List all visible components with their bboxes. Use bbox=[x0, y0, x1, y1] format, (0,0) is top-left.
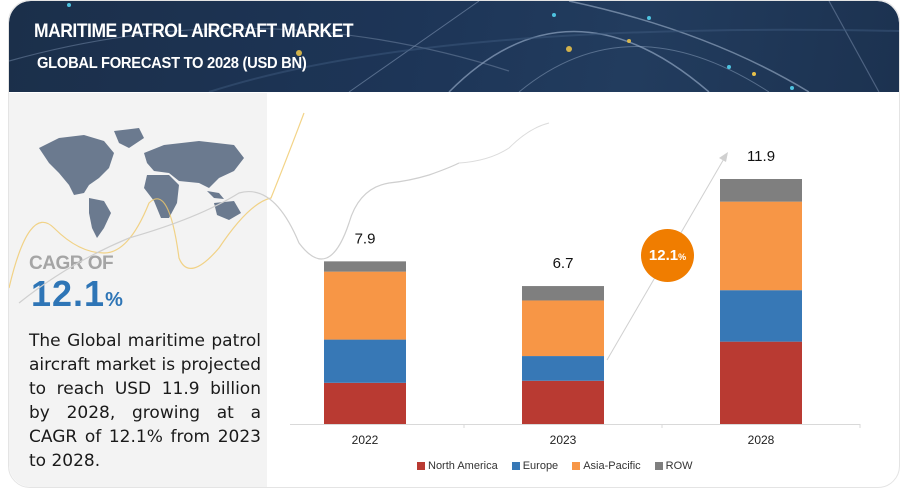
bar-row-2022 bbox=[324, 261, 406, 272]
bar-north-america-2028 bbox=[720, 341, 802, 424]
legend-item-row: ROW bbox=[654, 460, 693, 472]
legend-swatch bbox=[572, 462, 581, 470]
bar-north-america-2023 bbox=[522, 380, 604, 424]
header-banner: MARITIME PATROL AIRCRAFT MARKET GLOBAL F… bbox=[9, 1, 899, 92]
bar-row-2028 bbox=[720, 179, 802, 202]
bar-asia-pacific-2023 bbox=[522, 300, 604, 357]
bar-row-2023 bbox=[522, 286, 604, 301]
legend-item-asia-pacific: Asia-Pacific bbox=[572, 460, 641, 472]
legend-label: Asia-Pacific bbox=[583, 460, 641, 472]
page-subtitle: GLOBAL FORECAST TO 2028 (USD BN) bbox=[37, 55, 307, 72]
bar-asia-pacific-2028 bbox=[720, 201, 802, 291]
total-label-2022: 7.9 bbox=[355, 230, 376, 247]
legend-swatch bbox=[654, 462, 663, 470]
legend-swatch bbox=[417, 462, 425, 470]
bar-europe-2023 bbox=[522, 356, 604, 381]
bar-europe-2022 bbox=[324, 339, 406, 383]
total-label-2028: 11.9 bbox=[747, 148, 775, 165]
page-title: MARITIME PATROL AIRCRAFT MARKET bbox=[34, 21, 354, 42]
legend-item-north-america: North America bbox=[417, 460, 498, 472]
legend-label: North America bbox=[428, 460, 498, 472]
cagr-bubble-value: 12.1 bbox=[648, 247, 679, 264]
total-label-2023: 6.7 bbox=[553, 255, 574, 272]
legend-label: ROW bbox=[665, 460, 693, 472]
banner-decoration bbox=[9, 1, 899, 92]
legend-swatch bbox=[511, 462, 520, 470]
chart-legend: North America Europe Asia-Pacific ROW bbox=[417, 460, 693, 472]
x-tick-label-2023: 2023 bbox=[550, 433, 577, 447]
bar-north-america-2022 bbox=[324, 382, 406, 424]
bar-europe-2028 bbox=[720, 290, 802, 342]
legend-item-europe: Europe bbox=[511, 460, 559, 472]
bar-asia-pacific-2022 bbox=[324, 271, 406, 340]
cagr-arrow-head bbox=[719, 152, 728, 162]
market-description: The Global maritime patrol aircraft mark… bbox=[29, 331, 261, 471]
cagr-bubble: 12.1% bbox=[641, 229, 694, 282]
x-tick-label-2022: 2022 bbox=[352, 433, 379, 447]
x-tick-label-2028: 2028 bbox=[748, 433, 775, 447]
cagr-bubble-unit: % bbox=[678, 252, 687, 262]
legend-label: Europe bbox=[522, 460, 559, 472]
